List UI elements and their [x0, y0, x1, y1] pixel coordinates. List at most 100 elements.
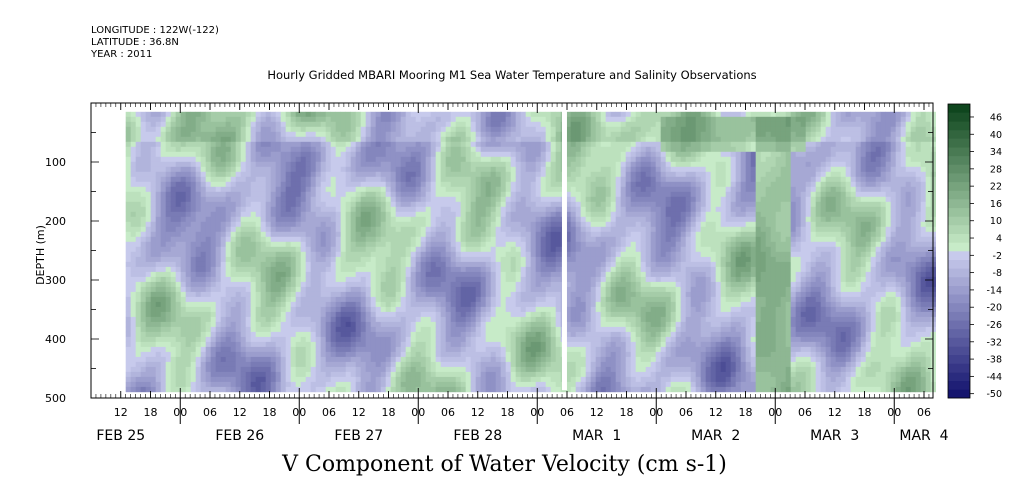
heatmap-cell	[135, 321, 141, 328]
heatmap-cell	[335, 181, 341, 188]
heatmap-cell	[515, 116, 521, 123]
heatmap-cell	[155, 126, 161, 133]
heatmap-cell	[170, 331, 176, 338]
heatmap-cell	[335, 361, 341, 368]
heatmap-cell	[325, 376, 331, 383]
heatmap-cell	[240, 241, 246, 248]
heatmap-cell	[265, 131, 271, 138]
heatmap-cell	[445, 276, 451, 283]
heatmap-cell	[425, 331, 431, 338]
heatmap-cell	[325, 201, 331, 208]
heatmap-cell	[145, 336, 151, 343]
heatmap-cell	[515, 126, 521, 133]
heatmap-cell	[205, 386, 211, 393]
heatmap-cell	[215, 166, 221, 173]
heatmap-cell	[445, 301, 451, 308]
heatmap-cell	[495, 216, 501, 223]
heatmap-cell	[385, 201, 391, 208]
heatmap-cell	[135, 241, 141, 248]
heatmap-cell	[135, 296, 141, 303]
heatmap-cell	[455, 236, 461, 243]
heatmap-cell	[215, 191, 221, 198]
heatmap-cell	[350, 206, 356, 213]
heatmap-cell	[180, 366, 186, 373]
heatmap-cell	[460, 111, 466, 118]
heatmap-cell	[135, 146, 141, 153]
heatmap-cell	[355, 381, 361, 388]
heatmap-cell	[540, 271, 546, 278]
heatmap-cell	[235, 266, 241, 273]
heatmap-cell	[365, 311, 371, 318]
heatmap-cell	[330, 296, 336, 303]
heatmap-cell	[280, 321, 286, 328]
heatmap-cell	[420, 301, 426, 308]
heatmap-cell	[400, 111, 406, 118]
heatmap-cell	[420, 191, 426, 198]
heatmap-cell	[250, 156, 256, 163]
heatmap-cell	[195, 126, 201, 133]
heatmap-cell	[430, 171, 436, 178]
heatmap-cell	[385, 356, 391, 363]
heatmap-cell	[305, 211, 311, 218]
heatmap-cell	[525, 216, 531, 223]
heatmap-cell	[215, 126, 221, 133]
heatmap-cell	[350, 186, 356, 193]
heatmap-cell	[420, 131, 426, 138]
heatmap-cell	[300, 156, 306, 163]
heatmap-cell	[145, 306, 151, 313]
heatmap-cell	[380, 381, 386, 388]
heatmap-cell	[290, 246, 296, 253]
heatmap-cell	[345, 226, 351, 233]
heatmap-cell	[195, 376, 201, 383]
heatmap-cell	[315, 311, 321, 318]
heatmap-cell	[195, 216, 201, 223]
heatmap-cell	[520, 111, 526, 118]
heatmap-cell	[310, 261, 316, 268]
heatmap-cell	[125, 261, 131, 268]
heatmap-cell	[310, 331, 316, 338]
heatmap-cell	[385, 126, 391, 133]
heatmap-cell	[215, 331, 221, 338]
heatmap-cell	[540, 311, 546, 318]
heatmap-cell	[410, 206, 416, 213]
heatmap-cell	[330, 171, 336, 178]
heatmap-cell	[455, 356, 461, 363]
heatmap-cell	[540, 141, 546, 148]
heatmap-cell	[370, 331, 376, 338]
heatmap-cell	[455, 201, 461, 208]
heatmap-cell	[215, 381, 221, 388]
heatmap-cell	[525, 291, 531, 298]
heatmap-cell	[550, 136, 556, 143]
heatmap-cell	[310, 296, 316, 303]
heatmap-cell	[260, 111, 266, 118]
heatmap-cell	[325, 186, 331, 193]
heatmap-cell	[540, 236, 546, 243]
heatmap-cell	[200, 266, 206, 273]
heatmap-cell	[555, 226, 561, 233]
heatmap-cell	[175, 191, 181, 198]
heatmap-cell	[170, 291, 176, 298]
heatmap-cell	[290, 321, 296, 328]
heatmap-cell	[215, 181, 221, 188]
heatmap-cell	[280, 141, 286, 148]
heatmap-cell	[195, 196, 201, 203]
heatmap-cell	[175, 206, 181, 213]
heatmap-cell	[340, 136, 346, 143]
heatmap-cell	[430, 346, 436, 353]
heatmap-cell	[515, 361, 521, 368]
heatmap-cell	[225, 331, 231, 338]
heatmap-cell	[195, 291, 201, 298]
heatmap-cell	[135, 166, 141, 173]
heatmap-cell	[500, 251, 506, 258]
heatmap-cell	[135, 111, 141, 118]
heatmap-cell	[565, 271, 571, 278]
heatmap-cell	[425, 111, 431, 118]
heatmap-cell	[530, 186, 536, 193]
heatmap-cell	[325, 256, 331, 263]
heatmap-cell	[405, 191, 411, 198]
heatmap-cell	[195, 386, 201, 393]
heatmap-cell	[325, 306, 331, 313]
heatmap-cell	[360, 161, 366, 168]
heatmap-cell	[455, 161, 461, 168]
heatmap-cell	[370, 381, 376, 388]
